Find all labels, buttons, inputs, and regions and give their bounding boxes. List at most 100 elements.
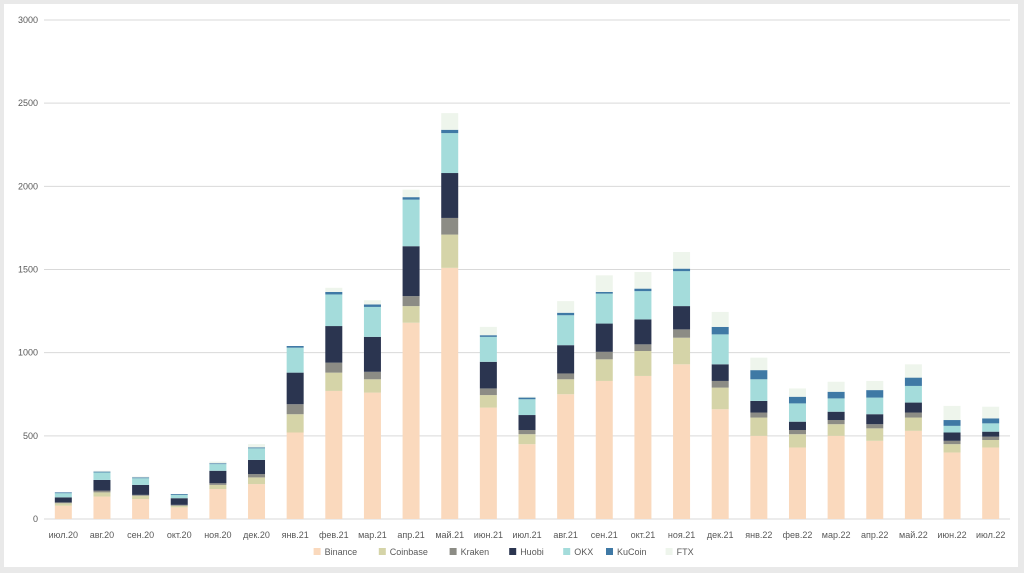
y-axis-ticks: 0 500 1000 1500 2000 2500 3000	[18, 15, 38, 524]
bar-segment-binance	[248, 484, 266, 519]
bar-segment-binance	[518, 444, 536, 519]
bar-segment-coinbase	[209, 484, 227, 490]
legend-label: Huobi	[520, 547, 544, 557]
bar-segment-coinbase	[286, 414, 304, 433]
bar-segment-kucoin	[982, 418, 1000, 424]
bar-segment-ftx	[788, 388, 806, 397]
bar-segment-huobi	[518, 415, 536, 431]
bar-segment-binance	[557, 394, 575, 519]
bar-segment-kraken	[54, 502, 72, 504]
bar-segment-coinbase	[943, 444, 961, 453]
bar-segment-huobi	[325, 326, 343, 363]
bar-segment-kucoin	[441, 129, 459, 134]
bar-segment-kraken	[93, 490, 111, 493]
bar-segment-ftx	[750, 357, 768, 371]
bar-segment-kraken	[557, 373, 575, 380]
bar-segment-okx	[518, 399, 536, 416]
bar-segment-kraken	[286, 404, 304, 415]
x-tick-label: фев.22	[783, 530, 813, 540]
bar-segment-huobi	[363, 336, 381, 372]
bar-segment-kucoin	[93, 471, 111, 473]
bar-segment-kucoin	[518, 397, 536, 400]
bar-segment-coinbase	[827, 424, 845, 436]
bar-segment-ftx	[904, 364, 922, 378]
bar-segment-ftx	[634, 271, 652, 289]
x-tick-label: янв.22	[745, 530, 772, 540]
bar-segment-huobi	[479, 361, 497, 389]
bar-segment-coinbase	[402, 306, 420, 323]
bar-segment-okx	[982, 423, 1000, 432]
bar-segment-coinbase	[866, 428, 884, 441]
bar-segment-kraken	[402, 296, 420, 307]
bar-segment-binance	[286, 432, 304, 519]
bar-segment-huobi	[982, 431, 1000, 437]
bar-segment-ftx	[209, 461, 227, 464]
legend-swatch	[378, 548, 386, 555]
bar-segment-binance	[93, 496, 111, 519]
bar-segment-okx	[595, 293, 613, 324]
bar-segment-huobi	[402, 246, 420, 297]
bars	[54, 113, 1000, 519]
x-tick-label: май.22	[899, 530, 928, 540]
x-axis-ticks: июл.20 авг.20 сен.20 окт.20 ноя.20 дек.20 янв.…	[49, 530, 1006, 540]
bar-segment-okx	[402, 199, 420, 247]
x-tick-label: янв.21	[282, 530, 309, 540]
bar-segment-kraken	[827, 420, 845, 425]
x-tick-label: июн.22	[937, 530, 966, 540]
bar-segment-ftx	[93, 470, 111, 472]
bar-segment-coinbase	[325, 372, 343, 391]
legend-item-kraken: Kraken	[449, 547, 489, 557]
bar-segment-coinbase	[518, 434, 536, 445]
legend-swatch	[449, 548, 457, 555]
bar-segment-ftx	[441, 113, 459, 130]
bar-segment-kucoin	[557, 312, 575, 316]
bar-segment-coinbase	[595, 359, 613, 381]
legend-item-ftx: FTX	[665, 547, 694, 557]
legend-swatch	[665, 548, 673, 555]
bar-segment-okx	[943, 425, 961, 433]
bar-segment-kraken	[170, 504, 188, 506]
bar-segment-binance	[170, 507, 188, 519]
gridlines	[44, 19, 1010, 520]
bar-segment-kraken	[943, 440, 961, 445]
legend-swatch	[563, 548, 571, 555]
bar-segment-okx	[54, 493, 72, 498]
bar-segment-kucoin	[673, 268, 691, 272]
bar-segment-kraken	[634, 344, 652, 352]
bar-segment-okx	[866, 397, 884, 415]
bar-segment-kucoin	[248, 447, 266, 449]
bar-segment-binance	[402, 322, 420, 519]
x-tick-label: сен.21	[591, 530, 618, 540]
bar-segment-binance	[441, 267, 459, 519]
x-tick-label: ноя.20	[204, 530, 231, 540]
bar-segment-ftx	[595, 275, 613, 292]
bar-segment-binance	[479, 407, 497, 519]
bar-segment-okx	[441, 133, 459, 174]
bar-segment-huobi	[827, 411, 845, 421]
bar-segment-kucoin	[402, 197, 420, 200]
x-tick-label: дек.21	[707, 530, 734, 540]
bar-segment-kucoin	[943, 420, 961, 426]
bar-segment-kucoin	[325, 291, 343, 295]
bar-segment-ftx	[479, 326, 497, 336]
bar-segment-kraken	[595, 351, 613, 360]
bar-segment-kraken	[788, 430, 806, 435]
bar-segment-huobi	[595, 323, 613, 352]
bar-segment-kraken	[518, 430, 536, 435]
bar-segment-ftx	[711, 311, 729, 327]
bar-segment-huobi	[286, 372, 304, 405]
legend-item-okx: OKX	[563, 547, 593, 557]
bar-segment-binance	[982, 447, 1000, 519]
x-tick-label: фев.21	[319, 530, 349, 540]
bar-segment-kucoin	[595, 291, 613, 294]
bar-segment-huobi	[904, 402, 922, 413]
bar-segment-binance	[788, 447, 806, 519]
bar-segment-huobi	[750, 400, 768, 413]
bar-segment-kraken	[132, 494, 150, 496]
bar-segment-kraken	[750, 412, 768, 418]
bar-segment-kraken	[479, 388, 497, 396]
bar-segment-ftx	[518, 396, 536, 398]
bar-segment-okx	[325, 294, 343, 327]
x-tick-label: апр.22	[861, 530, 888, 540]
legend-label: OKX	[574, 547, 593, 557]
